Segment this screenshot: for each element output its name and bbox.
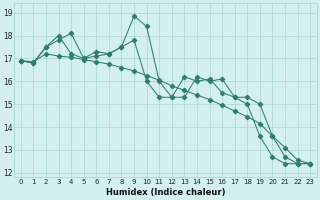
X-axis label: Humidex (Indice chaleur): Humidex (Indice chaleur) [106,188,225,197]
